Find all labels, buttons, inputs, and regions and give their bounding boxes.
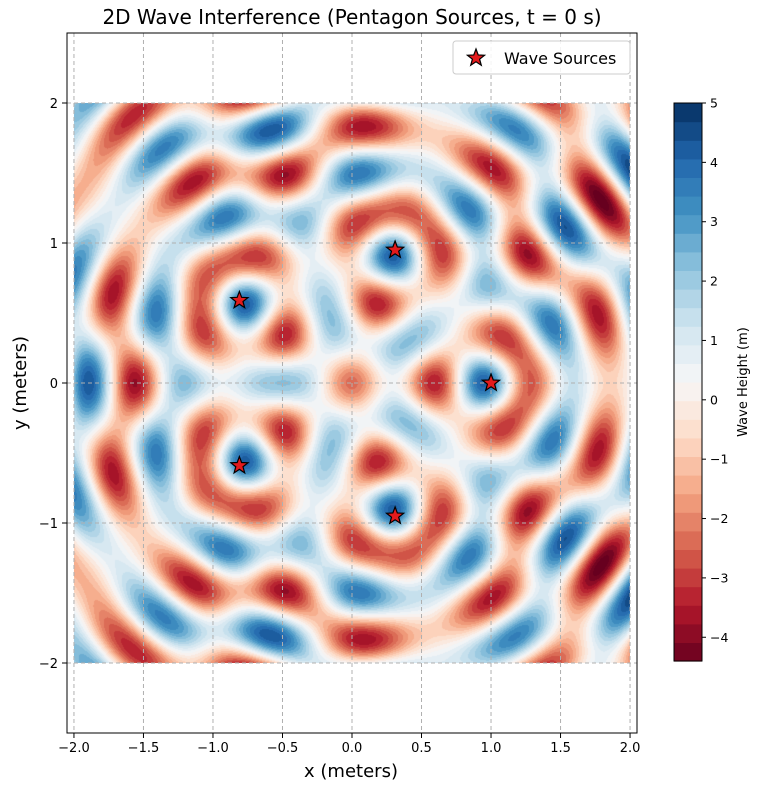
colorbar-band-19 — [674, 289, 702, 309]
y-axis-label: y (meters) — [10, 336, 31, 430]
colorbar-band-17 — [674, 326, 702, 346]
colorbar-band-22 — [674, 233, 702, 253]
colorbar-label: Wave Height (m) — [736, 327, 751, 437]
y-axis: −2 −1 0 1 2 — [39, 97, 67, 672]
y-tick-label-3: 1 — [50, 237, 58, 252]
x-axis-label: x (meters) — [304, 761, 398, 782]
colorbar-band-11 — [674, 437, 702, 457]
colorbar-band-10 — [674, 456, 702, 476]
colorbar-band-15 — [674, 363, 702, 383]
colorbar-band-9 — [674, 475, 702, 495]
colorbar-band-3 — [674, 586, 702, 606]
colorbar-tick-label-0: 5 — [710, 96, 718, 111]
legend: Wave Sources — [452, 40, 631, 75]
colorbar-band-24 — [674, 196, 702, 216]
y-tick-label-4: 2 — [50, 97, 58, 112]
colorbar-tick-label-4: 1 — [710, 333, 718, 348]
legend-label: Wave Sources — [504, 49, 616, 68]
colorbar-band-20 — [674, 270, 702, 290]
colorbar-band-26 — [674, 158, 702, 178]
colorbar-band-13 — [674, 400, 702, 420]
colorbar-tick-label-5: 0 — [710, 392, 718, 407]
wave-source-star-4 — [384, 505, 406, 525]
colorbar-band-8 — [674, 493, 702, 513]
x-tick-label-6: 1.0 — [481, 741, 502, 756]
colorbar-frame — [673, 102, 703, 662]
colorbar-band-5 — [674, 549, 702, 569]
colorbar-tick-label-1: 4 — [710, 155, 718, 170]
colorbar-band-16 — [674, 344, 702, 364]
colorbar-band-25 — [674, 177, 702, 197]
colorbar-band-23 — [674, 214, 702, 234]
colorbar-band-12 — [674, 419, 702, 439]
x-tick-label-8: 2.0 — [620, 741, 641, 756]
x-tick-label-2: −1.0 — [197, 741, 229, 756]
x-axis: −2.0 −1.5 −1.0 −0.5 0.0 0.5 1.0 1.5 2.0 — [58, 733, 640, 756]
plot-area — [67, 33, 637, 733]
colorbar-tick-label-6: −1 — [710, 452, 728, 467]
colorbar-band-2 — [674, 605, 702, 625]
wave-source-star-0 — [480, 372, 502, 392]
x-tick-label-1: −1.5 — [128, 741, 160, 756]
x-tick-label-7: 1.5 — [550, 741, 571, 756]
y-tick-label-2: 0 — [50, 377, 58, 392]
colorbar-bands — [674, 103, 702, 662]
y-tick-label-1: −1 — [39, 517, 58, 532]
colorbar-band-6 — [674, 530, 702, 550]
legend-box — [452, 40, 631, 75]
colorbar-band-28 — [674, 121, 702, 141]
colorbar-tick-label-9: −4 — [710, 630, 728, 645]
chart-title: 2D Wave Interference (Pentagon Sources, … — [102, 5, 601, 29]
wave-source-markers — [229, 239, 502, 525]
colorbar-tick-label-3: 2 — [710, 274, 718, 289]
colorbar-band-4 — [674, 568, 702, 588]
y-tick-label-0: −2 — [39, 657, 58, 672]
x-tick-label-0: −2.0 — [58, 741, 90, 756]
colorbar-band-7 — [674, 512, 702, 532]
wave-source-star-2 — [229, 289, 250, 310]
x-tick-label-3: −0.5 — [267, 741, 299, 756]
colorbar-band-18 — [674, 307, 702, 327]
colorbar-ticks: 5 4 3 2 1 0 −1 −2 −3 −4 — [702, 96, 728, 645]
colorbar-band-29 — [674, 103, 702, 123]
legend-star-icon — [465, 47, 487, 67]
colorbar-tick-label-2: 3 — [710, 214, 718, 229]
wave-source-star-3 — [229, 454, 250, 475]
x-tick-label-5: 0.5 — [411, 741, 432, 756]
colorbar-band-0 — [674, 642, 702, 662]
colorbar-band-1 — [674, 623, 702, 643]
colorbar-band-21 — [674, 251, 702, 271]
colorbar-tick-label-8: −3 — [710, 570, 728, 585]
colorbar-band-14 — [674, 382, 702, 402]
colorbar: 5 4 3 2 1 0 −1 −2 −3 −4 Wave Height (m) — [673, 96, 751, 662]
wave-source-star-1 — [384, 239, 406, 259]
colorbar-band-27 — [674, 140, 702, 160]
colorbar-tick-label-7: −2 — [710, 511, 728, 526]
x-tick-label-4: 0.0 — [342, 741, 363, 756]
